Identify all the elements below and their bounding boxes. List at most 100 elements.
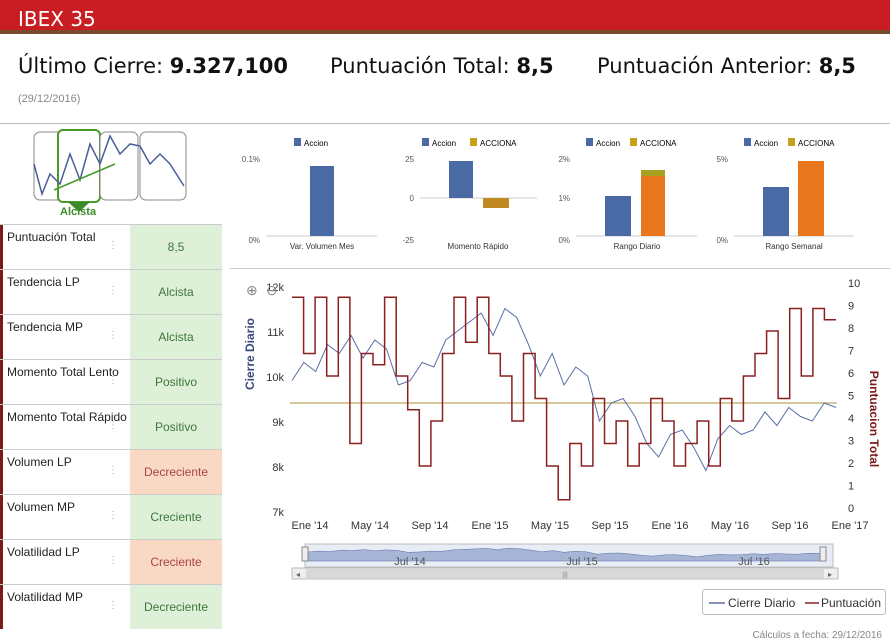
tick-label: Sep '15 [592, 520, 629, 532]
x-label: Rango Semanal [765, 242, 823, 251]
row-value: Positivo [130, 360, 222, 404]
table-row: Puntuación Total ⋮ 8,5 [0, 224, 222, 269]
bar-accion [449, 161, 473, 198]
row-label: Tendencia MP [0, 315, 130, 359]
tick-label: 10k [266, 372, 284, 384]
row-value: Alcista [130, 270, 222, 314]
tick-label: 0% [716, 236, 728, 245]
total-score: Puntuación Total: 8,5 [330, 54, 554, 78]
main-chart: Cierre Diario Puntuacion Total 12k 11k 10k… [230, 268, 890, 598]
navigator-handle-left[interactable] [301, 546, 309, 562]
tick-label: 25 [405, 155, 414, 164]
info-icon[interactable]: ⋮ [108, 510, 118, 521]
row-value: Decreciente [130, 585, 222, 629]
table-row: Momento Total Lento ⋮ Positivo [0, 359, 222, 404]
table-row: Momento Total Rápido ⋮ Positivo [0, 404, 222, 449]
tick-label: Ene '14 [292, 520, 329, 532]
legend-acciona: ACCIONA [480, 139, 517, 148]
tick-label: 0% [248, 236, 260, 245]
tick-label: 0 [848, 503, 854, 515]
legend-acciona: ACCIONA [640, 139, 677, 148]
info-icon[interactable]: ⋮ [108, 465, 118, 476]
table-row: Volumen MP ⋮ Creciente [0, 494, 222, 539]
scrollbar-thumb[interactable] [306, 569, 824, 578]
row-value: Positivo [130, 405, 222, 449]
row-label: Momento Total Lento [0, 360, 130, 404]
series-cierre-diario [291, 307, 837, 472]
legend-accion: Accion [432, 139, 456, 148]
info-icon[interactable]: ⋮ [108, 375, 118, 386]
legend-accion: Accion [596, 139, 620, 148]
tick-label: 7 [848, 346, 854, 358]
tick-label: 12k [266, 282, 284, 294]
tick-label: 2 [848, 458, 854, 470]
info-icon[interactable]: ⋮ [108, 240, 118, 251]
tick-label: May '14 [351, 520, 389, 532]
info-icon[interactable]: ⋮ [108, 285, 118, 296]
row-value: Alcista [130, 315, 222, 359]
chart-var-volumen: Accion 0.1% 0% Var. Volumen Mes [232, 126, 392, 256]
tick-label: 9k [272, 417, 284, 429]
tick-label: 1 [848, 481, 854, 493]
table-row: Volatilidad LP ⋮ Creciente [0, 539, 222, 584]
row-label: Volatilidad LP [0, 540, 130, 584]
x-label: Rango Diario [614, 242, 661, 251]
page-title: IBEX 35 [18, 7, 96, 31]
legend-item-cierre[interactable]: Cierre Diario [728, 596, 796, 610]
bar-accion [763, 187, 789, 236]
row-value: Creciente [130, 540, 222, 584]
scrollbar-grip-icon: ||| [562, 572, 568, 579]
info-icon[interactable]: ⋮ [108, 555, 118, 566]
trend-selector [0, 124, 222, 222]
tick-label: 0 [410, 194, 415, 203]
trend-option-up[interactable] [57, 129, 101, 203]
bar-acciona [641, 170, 665, 236]
trend-option-mixed[interactable] [99, 131, 139, 201]
tick-label: 7k [272, 507, 284, 519]
table-row: Volumen LP ⋮ Decreciente [0, 449, 222, 494]
tick-label: 9 [848, 301, 854, 313]
scroll-left-icon[interactable]: ◂ [296, 570, 300, 579]
table-row: Tendencia MP ⋮ Alcista [0, 314, 222, 359]
zoom-in-icon[interactable]: ⊕ [246, 282, 258, 298]
selected-pointer-icon [68, 202, 90, 212]
legend-item-puntuacion[interactable]: Puntuación [821, 596, 881, 610]
navigator-handle-right[interactable] [819, 546, 827, 562]
tick-label: 11k [267, 327, 284, 339]
indicator-table: Puntuación Total ⋮ 8,5 Tendencia LP ⋮ Alcist… [0, 224, 222, 629]
tick-label: 1% [558, 194, 570, 203]
chart-rango-diario: Accion ACCIONA 2% 1% 0% Rango Diario [552, 126, 712, 256]
info-icon[interactable]: ⋮ [108, 420, 118, 431]
tick-label: 2% [558, 155, 570, 164]
y2-axis-label: Puntuacion Total [867, 371, 881, 467]
tick-label: 6 [848, 368, 854, 380]
trend-line-icon [33, 134, 185, 197]
table-row: Volatilidad MP ⋮ Decreciente [0, 584, 222, 629]
chart-momento-rapido: Accion ACCIONA 25 0 -25 Momento Rápido [392, 126, 552, 256]
row-label: Volumen LP [0, 450, 130, 494]
bar-accion [310, 166, 334, 236]
row-label: Puntuación Total [0, 225, 130, 269]
row-value: Creciente [130, 495, 222, 539]
legend-acciona: ACCIONA [798, 139, 835, 148]
tick-label: May '15 [531, 520, 569, 532]
tick-label: Ene '15 [472, 520, 509, 532]
x-label: Momento Rápido [448, 242, 509, 251]
trend-option-side[interactable] [139, 131, 187, 201]
up-arrow-icon [53, 163, 116, 191]
chart-rango-semanal: Accion ACCIONA 5% 0% Rango Semanal [712, 126, 872, 256]
tick-label: 5 [848, 391, 854, 403]
info-icon[interactable]: ⋮ [108, 330, 118, 341]
tick-label: Jul '15 [566, 556, 597, 568]
tick-label: Sep '16 [772, 520, 809, 532]
scroll-right-icon[interactable]: ▸ [828, 570, 832, 579]
row-value: 8,5 [130, 225, 222, 269]
bar-acciona [483, 198, 509, 208]
info-icon[interactable]: ⋮ [108, 600, 118, 611]
bar-accion [605, 196, 631, 236]
y-axis-label: Cierre Diario [243, 318, 257, 390]
legend-accion: Accion [304, 139, 328, 148]
tick-label: 10 [848, 278, 860, 290]
tick-label: May '16 [711, 520, 749, 532]
zoom-out-icon[interactable]: ⊖ [266, 282, 278, 298]
